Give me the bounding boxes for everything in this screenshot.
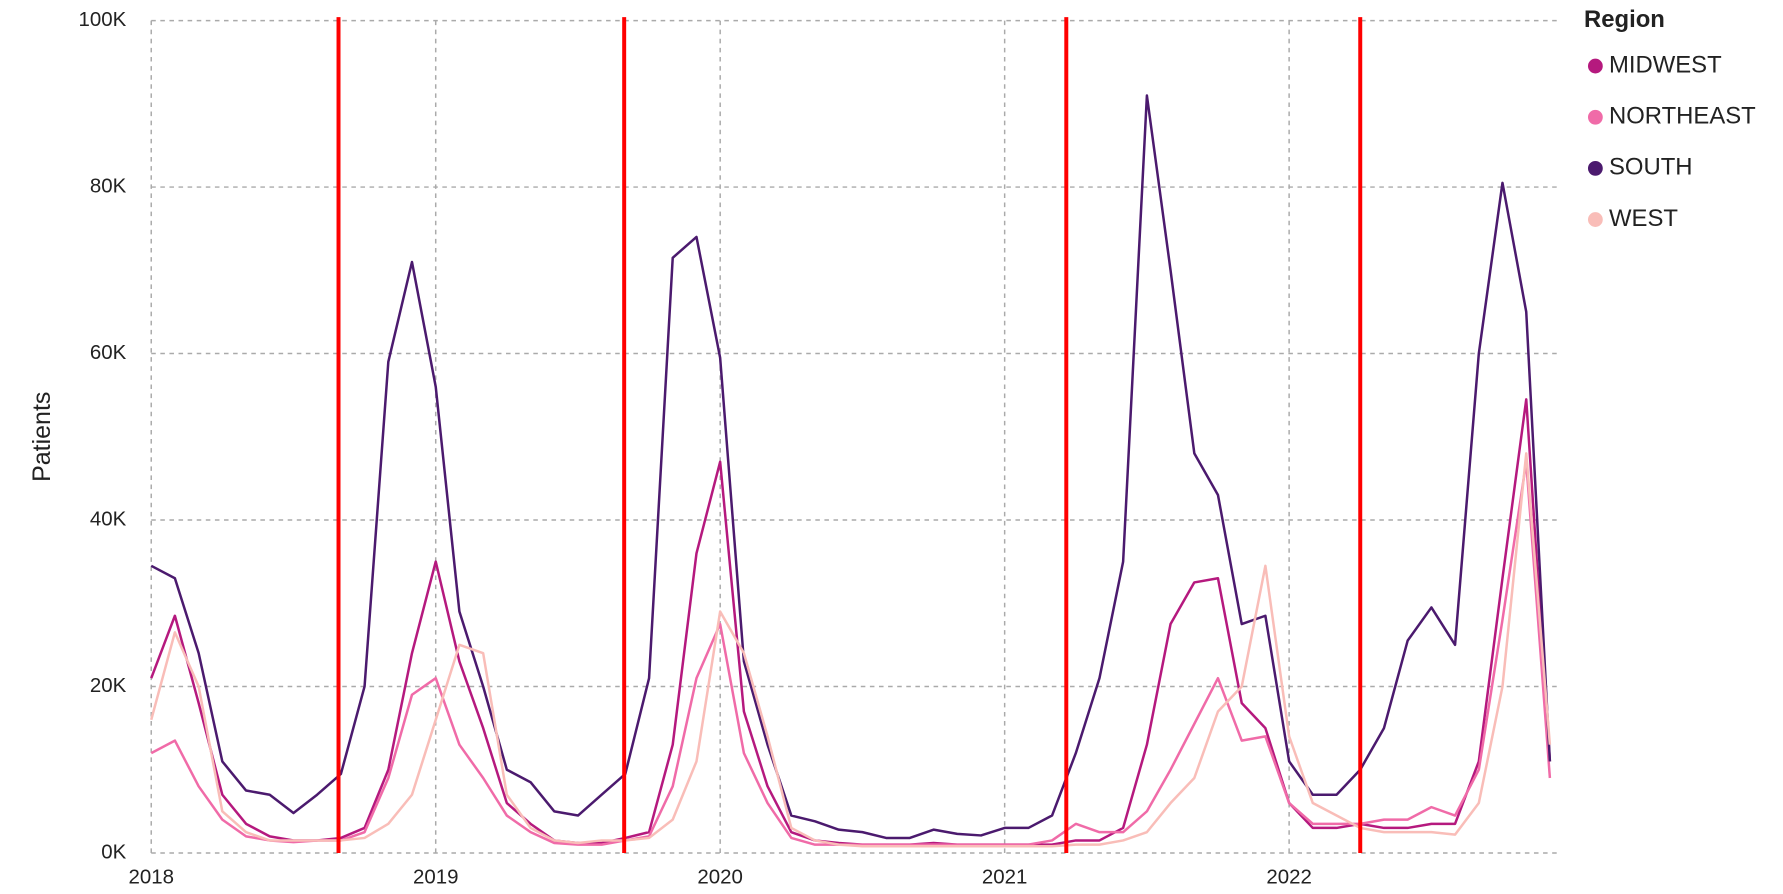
y-tick-label: 0K [101,840,126,863]
series-line [150,452,1552,848]
legend-label: WEST [1609,205,1678,232]
legend-label: SOUTH [1609,154,1693,181]
x-tick-label: 2018 [128,865,174,888]
x-tick-label: 2020 [697,865,743,888]
legend-marker [1587,58,1603,74]
series-line [150,94,1552,840]
y-tick-label: 100K [78,8,126,31]
legend-marker [1587,161,1603,176]
legend-title: Region [1584,6,1665,33]
legend-label: MIDWEST [1609,51,1722,78]
y-tick-label: 60K [90,341,127,364]
legend-marker [1587,109,1603,125]
x-tick-label: 2022 [1266,865,1312,888]
series-line [150,398,1552,846]
y-tick-label: 80K [90,174,127,197]
y-axis-label: Patients [28,392,56,482]
y-tick-label: 20K [90,674,127,697]
y-tick-label: 40K [90,507,127,530]
legend-marker [1587,212,1603,227]
legend-label: NORTHEAST [1609,103,1756,130]
x-tick-label: 2019 [413,865,459,888]
series-line [150,460,1552,846]
x-tick-label: 2021 [982,865,1028,888]
